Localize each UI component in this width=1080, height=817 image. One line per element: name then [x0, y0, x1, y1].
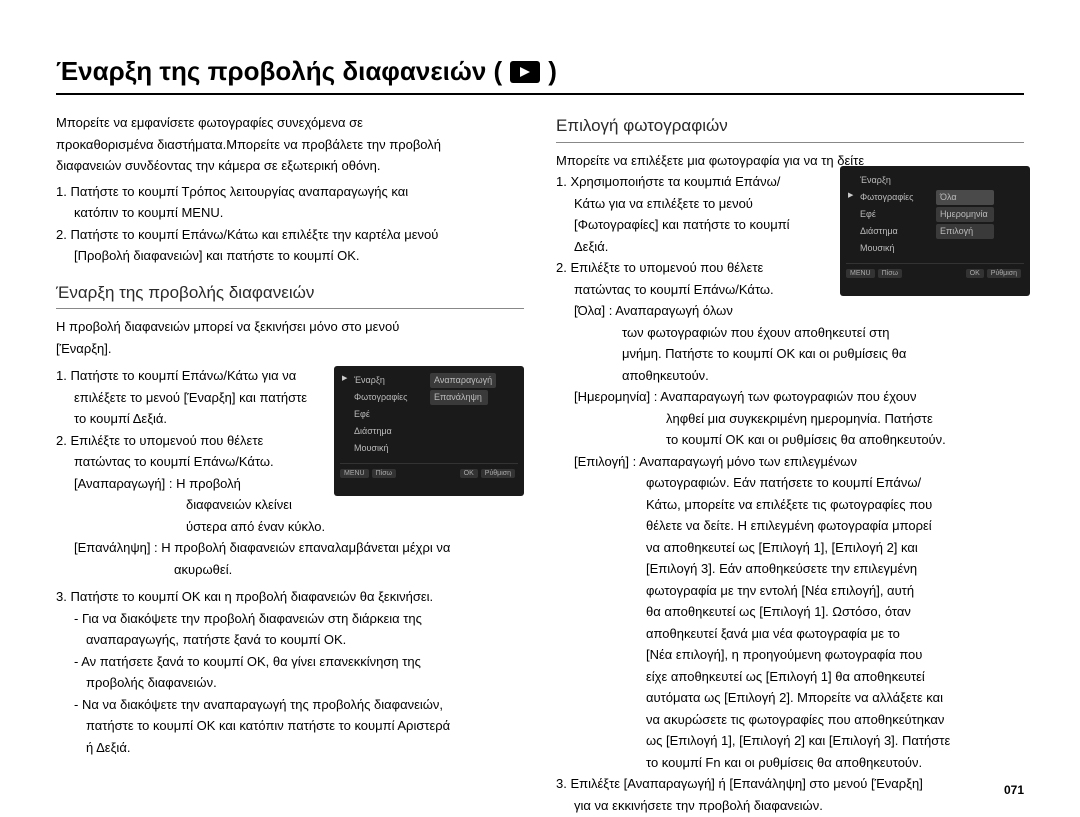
rd-date2: το κουμπί OK και οι ρυθμίσεις θα αποθηκε…: [556, 430, 1024, 450]
left-p1b: [Έναρξη].: [56, 339, 524, 359]
lb1: 1. Πατήστε το κουμπί Επάνω/Κάτω για να: [56, 366, 316, 386]
rb3: [Φωτογραφίες] και πατήστε το κουμπί: [556, 215, 816, 235]
foot-set: Ρύθμιση: [481, 469, 515, 478]
ld2c: ακυρωθεί.: [56, 560, 524, 580]
ls3-7: ή Δεξιά.: [56, 738, 524, 758]
foot-back2: Πίσω: [878, 269, 902, 278]
left-p1a: Η προβολή διαφανειών μπορεί να ξεκινήσει…: [56, 317, 524, 337]
rd-sel: [Επιλογή] : Αναπαραγωγή μόνο των επιλεγμ…: [556, 452, 1024, 472]
step2: 2. Πατήστε το κουμπί Επάνω/Κάτω και επιλ…: [56, 225, 524, 245]
ls3-6: πατήστε το κουμπί OK και κατόπιν πατήστε…: [56, 716, 524, 736]
rsc7: αποθηκευτεί ξανά μια νέα φωτογραφία με τ…: [556, 624, 1024, 644]
foot-back: Πίσω: [372, 469, 396, 478]
ls3-3: - Αν πατήσετε ξανά το κουμπί OK, θα γίνε…: [56, 652, 524, 672]
title-text: Έναρξη της προβολής διαφανειών (: [56, 56, 502, 87]
rsc9: είχε αποθηκευτεί ως [Επιλογή 1] θα αποθη…: [556, 667, 1024, 687]
rb5: 2. Επιλέξτε το υπομενού που θέλετε: [556, 258, 816, 278]
ls3-4: προβολής διαφανειών.: [56, 673, 524, 693]
ls3-2: αναπαραγωγής, πατήστε ξανά το κουμπί OK.: [56, 630, 524, 650]
intro-l3: διαφανειών συνδέοντας την κάμερα σε εξωτ…: [56, 156, 524, 176]
rsc8: [Νέα επιλογή], η προηγούμενη φωτογραφία …: [556, 645, 1024, 665]
rsc10: αυτόματα ως [Επιλογή 2]. Μπορείτε να αλλ…: [556, 688, 1024, 708]
rsc1: Κάτω, μπορείτε να επιλέξετε τις φωτογραφ…: [556, 495, 1024, 515]
ld1: [Αναπαραγωγή] : Η προβολή: [56, 474, 316, 494]
ls3-1: - Για να διακόψετε την προβολή διαφανειώ…: [56, 609, 524, 629]
lb4: 2. Επιλέξτε το υπομενού που θέλετε: [56, 431, 316, 451]
lb2: επιλέξετε το μενού [Έναρξη] και πατήστε: [56, 388, 316, 408]
rsc2: θέλετε να δείτε. Η επιλεγμένη φωτογραφία…: [556, 516, 1024, 536]
left-subhead: Έναρξη της προβολής διαφανειών: [56, 280, 524, 310]
rb1: 1. Χρησιμοποιήστε τα κουμπιά Επάνω/: [556, 172, 816, 192]
rb6: πατώντας το κουμπί Επάνω/Κάτω.: [556, 280, 816, 300]
rsc13: το κουμπί Fn και οι ρυθμίσεις θα αποθηκε…: [556, 753, 1024, 773]
step1b: κατόπιν το κουμπί MENU.: [56, 203, 524, 223]
rd-all1: των φωτογραφιών που έχουν αποθηκευτεί στ…: [556, 323, 1024, 343]
rsc12: ως [Επιλογή 1], [Επιλογή 2] και [Επιλογή…: [556, 731, 1024, 751]
opt-sel: Επιλογή: [936, 224, 994, 239]
rsc4: [Επιλογή 3]. Εάν αποθηκεύσετε την επιλεγ…: [556, 559, 1024, 579]
rd-all3: αποθηκευτούν.: [556, 366, 1024, 386]
ldc1: διαφανειών κλείνει: [56, 495, 524, 515]
rb2: Κάτω για να επιλέξετε το μενού: [556, 194, 816, 214]
ls3-0: 3. Πατήστε το κουμπί OK και η προβολή δι…: [56, 587, 524, 607]
menu-screenshot-photos: Έναρξη ΦωτογραφίεςΌλα ΕφέΗμερομηνία Διάσ…: [840, 166, 1030, 296]
rd-all: [Όλα] : Αναπαραγωγή όλων: [556, 301, 816, 321]
title-end: ): [548, 56, 557, 87]
step1: 1. Πατήστε το κουμπί Τρόπος λειτουργίας …: [56, 182, 524, 202]
rsc5: φωτογραφία με την εντολή [Νέα επιλογή], …: [556, 581, 1024, 601]
opt-date: Ημερομηνία: [936, 207, 994, 222]
rb4: Δεξιά.: [556, 237, 816, 257]
rsc3: να αποθηκευτεί ως [Επιλογή 1], [Επιλογή …: [556, 538, 1024, 558]
lb3: το κουμπί Δεξιά.: [56, 409, 316, 429]
rs3-0: 3. Επιλέξτε [Αναπαραγωγή] ή [Επανάληψη] …: [556, 774, 1024, 794]
ldc2: ύστερα από έναν κύκλο.: [56, 517, 524, 537]
columns: Μπορείτε να εμφανίσετε φωτογραφίες συνεχ…: [56, 113, 1024, 817]
intro-l2: προκαθορισμένα διαστήματα.Μπορείτε να πρ…: [56, 135, 524, 155]
page-number: 071: [1004, 783, 1024, 797]
page-title: Έναρξη της προβολής διαφανειών ( ): [56, 56, 1024, 95]
right-subhead: Επιλογή φωτογραφιών: [556, 113, 1024, 143]
lb5: πατώντας το κουμπί Επάνω/Κάτω.: [56, 452, 316, 472]
menu-screenshot-start: ΈναρξηΑναπαραγωγή ΦωτογραφίεςΕπανάληψη Ε…: [334, 366, 524, 496]
play-icon: [510, 61, 540, 83]
rs3-1: για να εκκινήσετε την προβολή διαφανειών…: [556, 796, 1024, 816]
rsc0: φωτογραφιών. Εάν πατήσετε το κουμπί Επάν…: [556, 473, 1024, 493]
rsc11: να ακυρώσετε τις φωτογραφίες που αποθηκε…: [556, 710, 1024, 730]
ls3-5: - Να να διακόψετε την αναπαραγωγή της πρ…: [56, 695, 524, 715]
foot-set2: Ρύθμιση: [987, 269, 1021, 278]
rd-all2: μνήμη. Πατήστε το κουμπί OK και οι ρυθμί…: [556, 344, 1024, 364]
right-column: Επιλογή φωτογραφιών Μπορείτε να επιλέξετ…: [556, 113, 1024, 817]
rd-date1: ληφθεί μια συγκεκριμένη ημερομηνία. Πατή…: [556, 409, 1024, 429]
left-column: Μπορείτε να εμφανίσετε φωτογραφίες συνεχ…: [56, 113, 524, 817]
ld2: [Επανάληψη] : Η προβολή διαφανειών επανα…: [56, 538, 524, 558]
step2b: [Προβολή διαφανειών] και πατήστε το κουμ…: [56, 246, 524, 266]
opt-all: Όλα: [936, 190, 994, 205]
rd-date: [Ημερομηνία] : Αναπαραγωγή των φωτογραφι…: [556, 387, 1024, 407]
intro-l1: Μπορείτε να εμφανίσετε φωτογραφίες συνεχ…: [56, 113, 524, 133]
rsc6: θα αποθηκευτεί ως [Επιλογή 1]. Ωστόσο, ό…: [556, 602, 1024, 622]
